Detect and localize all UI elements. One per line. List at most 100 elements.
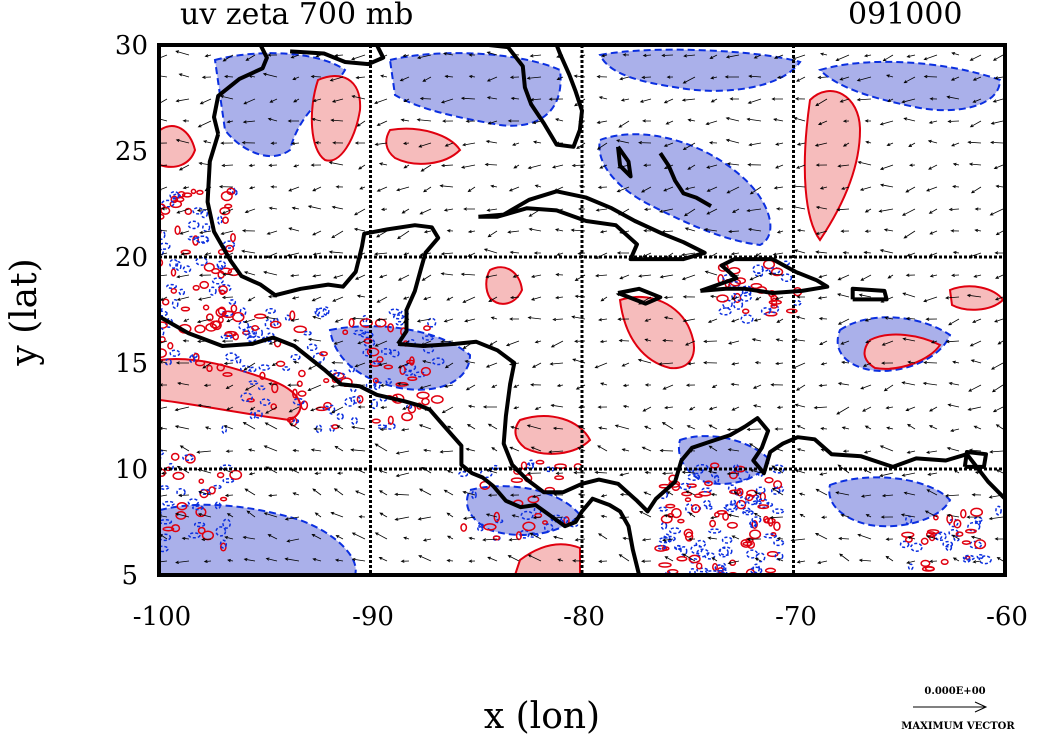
negative-vorticity-contour — [792, 299, 802, 307]
positive-vorticity-contour — [371, 418, 381, 424]
wind-vector-arrow — [226, 406, 234, 411]
positive-vorticity-contour — [736, 499, 747, 510]
negative-vorticity-contour — [520, 510, 534, 521]
wind-vector-arrow — [616, 251, 630, 255]
wind-vector-arrow — [357, 340, 366, 345]
positive-vorticity-contour — [965, 528, 977, 534]
wind-vector-arrow — [464, 318, 476, 323]
wind-vector-arrow — [992, 54, 1004, 61]
wind-vector-arrow — [879, 183, 894, 188]
wind-vector-arrow — [708, 424, 718, 430]
negative-vorticity-contour — [705, 505, 713, 510]
positive-vorticity-contour — [142, 327, 148, 334]
negative-vorticity-contour — [353, 329, 367, 336]
wind-vector-arrow — [290, 318, 300, 322]
positive-vorticity-contour — [423, 325, 431, 331]
wind-vector-arrow — [886, 426, 894, 430]
negative-vorticity-contour — [377, 424, 387, 430]
negative-vorticity-contour — [159, 510, 162, 516]
plot-timestamp: 091000 — [848, 0, 963, 32]
vector-legend-value: 0.000E+00 — [924, 686, 985, 697]
negative-vorticity-contour — [302, 330, 312, 336]
positive-vorticity-contour — [275, 360, 286, 367]
wind-vector-arrow — [726, 186, 740, 194]
wind-vector-arrow — [796, 425, 806, 430]
wind-vector-arrow — [440, 98, 454, 104]
wind-vector-arrow — [462, 516, 476, 520]
wind-vector-arrow — [906, 54, 916, 58]
positive-vorticity-region — [513, 543, 581, 575]
wind-vector-arrow — [815, 98, 828, 107]
wind-vector-arrow — [837, 293, 850, 298]
negative-vorticity-contour — [431, 357, 445, 366]
wind-vector-arrow — [865, 140, 872, 144]
positive-vorticity-contour — [130, 195, 142, 204]
positive-vorticity-contour — [170, 287, 178, 294]
negative-vorticity-contour — [169, 190, 180, 200]
positive-vorticity-contour — [122, 447, 132, 455]
wind-vector-arrow — [997, 340, 1004, 345]
wind-vector-arrow — [817, 120, 828, 126]
wind-vector-arrow — [731, 362, 740, 366]
wind-vector-arrow — [619, 274, 630, 280]
positive-vorticity-contour — [740, 538, 752, 548]
wind-vector-arrow — [312, 558, 322, 562]
negative-vorticity-contour — [696, 567, 709, 573]
wind-vector-arrow — [460, 164, 476, 169]
positive-vorticity-contour — [296, 380, 303, 388]
wind-vector-arrow — [284, 516, 300, 521]
wind-vector-arrow — [181, 536, 190, 541]
negative-vorticity-contour — [138, 504, 148, 510]
positive-vorticity-contour — [416, 391, 430, 400]
wind-vector-arrow — [291, 296, 300, 300]
negative-vorticity-region — [465, 485, 582, 536]
wind-vector-arrow — [643, 229, 652, 233]
wind-vector-arrow — [507, 119, 520, 123]
wind-vector-arrow — [864, 208, 872, 213]
wind-vector-arrow — [661, 471, 674, 476]
wind-vector-arrow — [945, 339, 960, 344]
wind-vector-arrow — [176, 296, 190, 301]
wind-vector-arrow — [557, 558, 564, 562]
negative-vorticity-contour — [315, 307, 328, 318]
wind-vector-arrow — [729, 581, 739, 584]
wind-vector-arrow — [241, 141, 256, 145]
positive-vorticity-contour — [216, 363, 225, 372]
negative-vorticity-contour — [255, 327, 264, 338]
wind-vector-arrow — [883, 384, 894, 392]
wind-vector-arrow — [291, 577, 300, 583]
wind-vector-arrow — [857, 533, 872, 540]
negative-vorticity-contour — [973, 516, 983, 523]
wind-vector-arrow — [199, 230, 212, 235]
wind-vector-arrow — [663, 186, 674, 192]
wind-vector-arrow — [510, 96, 520, 101]
positive-vorticity-region — [948, 285, 1005, 311]
wind-vector-arrow — [574, 538, 586, 542]
negative-vorticity-contour — [137, 328, 147, 332]
positive-vorticity-contour — [190, 188, 197, 195]
wind-vector-arrow — [198, 296, 212, 301]
negative-vorticity-contour — [768, 266, 781, 275]
wind-vector-arrow — [351, 95, 366, 100]
wind-vector-arrow — [202, 140, 212, 144]
wind-vector-arrow — [818, 317, 828, 321]
wind-vector-arrow — [527, 554, 542, 562]
wind-vector-arrow — [269, 98, 278, 103]
negative-vorticity-contour — [187, 220, 200, 230]
wind-vector-arrow — [732, 208, 740, 213]
wind-vector-arrow — [464, 359, 476, 364]
wind-vector-arrow — [446, 559, 454, 563]
negative-vorticity-contour — [219, 539, 228, 549]
wind-vector-arrow — [312, 98, 322, 103]
wind-vector-arrow — [555, 471, 564, 475]
negative-vorticity-contour — [380, 347, 392, 355]
positive-vorticity-contour — [924, 566, 935, 572]
wind-vector-arrow — [403, 164, 410, 169]
wind-vector-arrow — [746, 117, 762, 122]
wind-vector-arrow — [857, 161, 872, 166]
wind-vector-arrow — [794, 403, 806, 408]
wind-vector-arrow — [287, 119, 299, 123]
negative-vorticity-contour — [159, 545, 169, 553]
wind-vector-arrow — [246, 510, 256, 518]
wind-vector-arrow — [927, 472, 938, 476]
